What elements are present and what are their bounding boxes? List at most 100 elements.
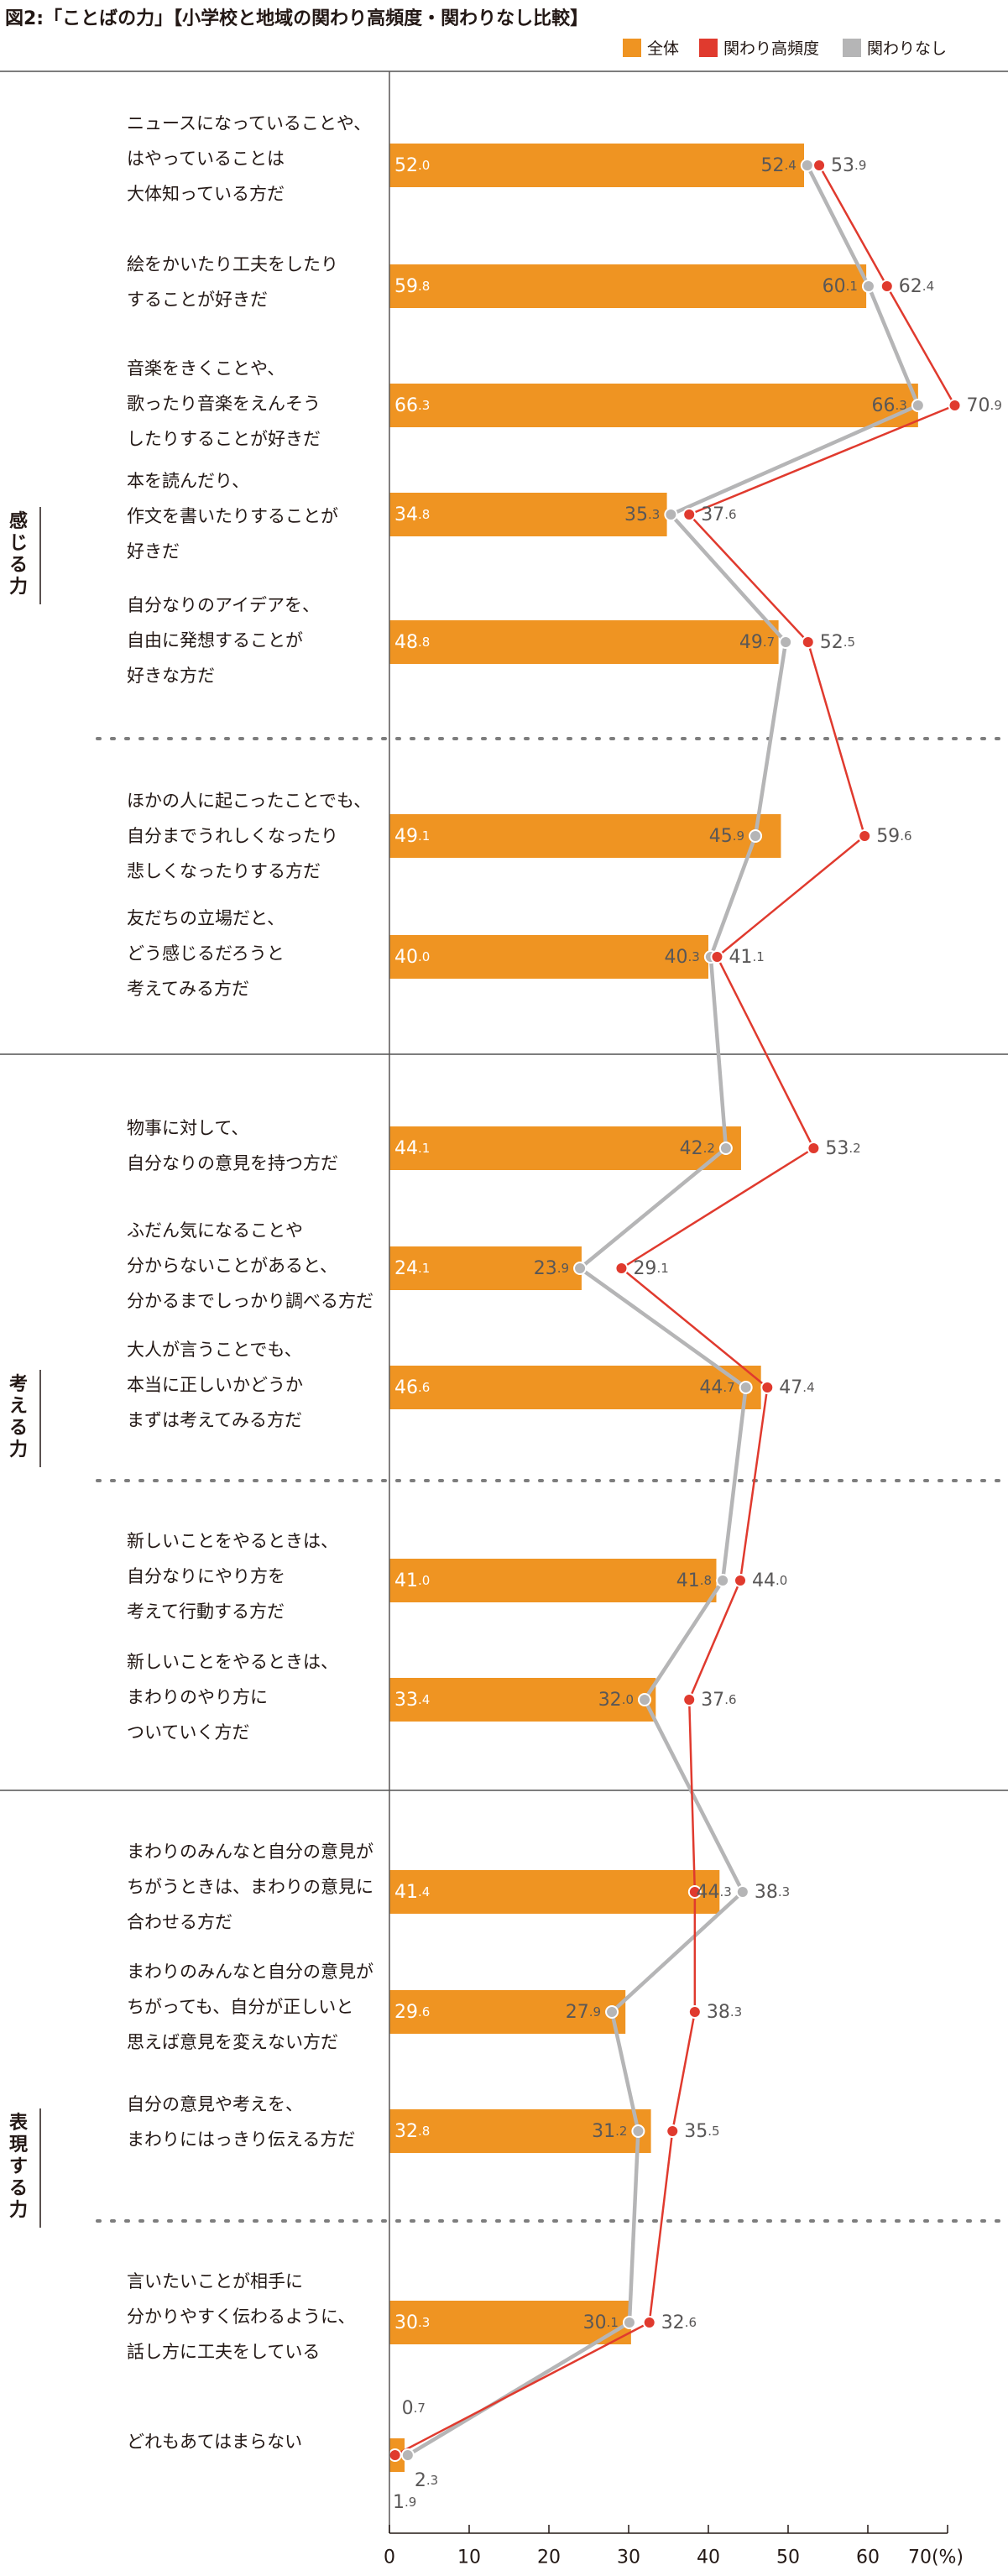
- category-label-15: 言いたいことが相手に分かりやすく伝わるように、話し方に工夫をしている: [127, 2271, 355, 2362]
- bar-label-all-16: 1.9: [393, 2492, 416, 2513]
- bar-label-all-0: 52.0: [394, 155, 430, 176]
- point-none-5: [749, 829, 763, 843]
- label-high-14: 35.5: [684, 2121, 719, 2142]
- bar-label-all-10: 41.0: [394, 1570, 430, 1591]
- label-high-13: 38.3: [707, 2002, 742, 2023]
- label-none-6: 40.3: [665, 947, 700, 968]
- bar-all-10: [389, 1559, 717, 1602]
- point-high-9: [760, 1381, 775, 1394]
- label-none-3: 35.3: [624, 504, 660, 525]
- bar-all-14: [389, 2109, 651, 2153]
- label-none-14: 31.2: [592, 2121, 627, 2142]
- legend-swatch-0: [623, 39, 641, 57]
- label-high-16: 0.7: [402, 2398, 426, 2419]
- category-label-2: 音楽をきくことや、歌ったり音楽をえんそうしたりすることが好きだ: [127, 358, 321, 449]
- x-tick-label-7: 70(%): [908, 2547, 964, 2568]
- point-high-8: [614, 1262, 629, 1275]
- bar-all-7: [389, 1126, 741, 1170]
- label-none-16: 2.3: [415, 2470, 438, 2491]
- group-label-2: 表現する力: [9, 2113, 29, 2221]
- point-none-3: [664, 508, 678, 521]
- bar-all-12: [389, 1870, 720, 1914]
- label-high-3: 37.6: [701, 504, 736, 525]
- bar-label-all-4: 48.8: [394, 632, 430, 653]
- x-tick-label-5: 50: [776, 2547, 800, 2568]
- label-none-0: 52.4: [760, 155, 796, 176]
- point-high-14: [666, 2124, 680, 2138]
- bar-label-all-13: 29.6: [394, 2002, 430, 2023]
- label-none-9: 44.7: [699, 1377, 734, 1398]
- point-high-10: [734, 1574, 747, 1587]
- point-high-1: [880, 280, 894, 293]
- point-none-14: [631, 2124, 645, 2138]
- point-none-8: [573, 1262, 588, 1275]
- category-label-9: 大人が言うことでも、本当に正しいかどうかまずは考えてみる方だ: [127, 1340, 303, 1430]
- label-high-5: 59.6: [876, 826, 911, 847]
- label-none-7: 42.2: [680, 1138, 715, 1159]
- category-label-10: 新しいことをやるときは、自分なりにやり方を考えて行動する方だ: [127, 1531, 338, 1622]
- point-none-11: [638, 1693, 651, 1706]
- x-tick-label-0: 0: [384, 2547, 395, 2568]
- x-axis: 0 10 20 30 40 50 60 70(%): [384, 71, 964, 2568]
- label-high-6: 41.1: [729, 947, 764, 968]
- category-label-16: どれもあてはまらない: [127, 2432, 302, 2452]
- series-lines: 52.4 60.1 66.3 35.3 49.7 45.9 40.3 42.2 23.9 44.7…: [388, 155, 1002, 2491]
- bar-all-11: [389, 1678, 656, 1722]
- point-none-13: [605, 2005, 619, 2019]
- point-high-2: [948, 399, 962, 412]
- point-high-6: [710, 950, 724, 964]
- label-high-12: 38.3: [755, 1882, 790, 1903]
- category-label-4: 自分なりのアイデアを、自由に発想することが好きな方だ: [127, 595, 320, 686]
- category-label-7: 物事に対して、自分なりの意見を持つ方だ: [127, 1118, 338, 1173]
- category-label-13: まわりのみんなと自分の意見がちがっても、自分が正しいと思えば意見を変えない方だ: [127, 1962, 373, 2052]
- category-label-12: まわりのみんなと自分の意見がちがうときは、まわりの意見に合わせる方だ: [127, 1842, 373, 1932]
- point-high-16: [388, 2448, 402, 2462]
- bar-label-all-5: 49.1: [394, 826, 430, 847]
- bar-label-all-7: 44.1: [394, 1138, 430, 1159]
- point-high-11: [682, 1693, 697, 1706]
- legend-label-0: 全体: [647, 39, 679, 58]
- category-label-0: ニュースになっていることや、はやっていることは大体知っている方だ: [127, 113, 371, 204]
- bar-label-all-3: 34.8: [394, 504, 430, 525]
- point-high-0: [812, 159, 827, 172]
- label-high-15: 32.6: [661, 2312, 697, 2333]
- x-tick-label-2: 20: [537, 2547, 561, 2568]
- x-tick-label-4: 40: [697, 2547, 720, 2568]
- point-none-4: [779, 635, 793, 649]
- label-none-2: 66.3: [872, 395, 907, 416]
- category-label-3: 本を読んだり、作文を書いたりすることが好きだ: [127, 471, 338, 562]
- bar-label-all-14: 32.8: [394, 2121, 430, 2142]
- section-separators: [0, 71, 1008, 2223]
- label-none-4: 49.7: [739, 632, 775, 653]
- label-high-11: 37.6: [701, 1690, 736, 1711]
- legend: 全体 関わり高頻度 関わりなし: [623, 39, 947, 58]
- point-high-4: [801, 635, 815, 649]
- point-none-7: [718, 1142, 733, 1155]
- bar-all-5: [389, 814, 781, 858]
- bar-all-1: [389, 264, 867, 308]
- point-none-12: [735, 1885, 749, 1899]
- point-none-16: [400, 2448, 415, 2462]
- chart-title: 図2:「ことばの力」【小学校と地域の関わり高頻度・関わりなし比較】: [5, 8, 589, 29]
- label-none-1: 60.1: [823, 276, 858, 297]
- category-label-11: 新しいことをやるときは、まわりのやり方についていく方だ: [127, 1652, 338, 1743]
- label-none-12: 44.3: [697, 1882, 732, 1903]
- group-label-0: 感じる力: [9, 510, 28, 598]
- point-none-2: [911, 399, 925, 412]
- label-none-15: 30.1: [583, 2312, 619, 2333]
- point-none-10: [716, 1574, 730, 1587]
- bar-label-all-11: 33.4: [394, 1690, 430, 1711]
- label-high-0: 53.9: [831, 155, 866, 176]
- label-none-13: 27.9: [566, 2002, 601, 2023]
- label-none-11: 32.0: [598, 1690, 634, 1711]
- legend-label-1: 関わり高頻度: [723, 39, 819, 58]
- point-high-15: [642, 2316, 656, 2329]
- category-label-14: 自分の意見や考えを、まわりにはっきり伝える方だ: [127, 2094, 355, 2150]
- label-high-9: 47.4: [779, 1377, 814, 1398]
- point-high-7: [807, 1142, 821, 1155]
- category-label-1: 絵をかいたり工夫をしたりすることが好きだ: [127, 254, 338, 310]
- bar-label-all-15: 30.3: [394, 2312, 430, 2333]
- category-label-8: ふだん気になることや分からないことがあると、分かるまでしっかり調べる方だ: [127, 1220, 373, 1311]
- point-high-13: [687, 2005, 702, 2019]
- legend-swatch-1: [699, 39, 718, 57]
